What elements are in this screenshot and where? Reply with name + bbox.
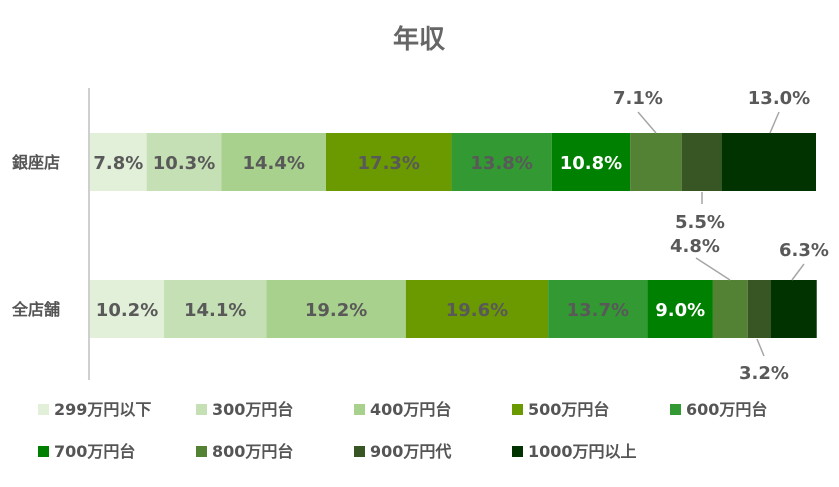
bar-segment	[164, 280, 267, 338]
bar-segment	[747, 280, 771, 338]
data-label: 7.1%	[613, 88, 663, 109]
bar-segment	[325, 133, 452, 191]
bar-segment	[630, 133, 682, 191]
bar-segment	[266, 280, 406, 338]
data-label: 5.5%	[675, 212, 725, 233]
leader-line	[769, 111, 780, 134]
data-label: 10.3%	[153, 153, 215, 174]
legend-swatch	[670, 404, 681, 415]
bar-segment	[712, 280, 748, 338]
category-label: 全店舗	[11, 300, 60, 319]
bar-segment	[90, 133, 147, 191]
data-label: 7.8%	[93, 153, 143, 174]
legend-swatch	[38, 404, 49, 415]
data-label: 14.1%	[184, 300, 246, 321]
bar-segment	[551, 133, 631, 191]
bar-segment	[405, 280, 549, 338]
bar-segment	[721, 133, 816, 191]
data-label: 13.0%	[748, 88, 810, 109]
legend-label: 900万円代	[370, 442, 451, 461]
leader-line	[756, 338, 765, 357]
bar-segment	[770, 280, 817, 338]
bar-segment	[90, 280, 165, 338]
bar-segment	[548, 280, 648, 338]
data-label: 13.7%	[567, 300, 629, 321]
category-label: 銀座店	[12, 153, 60, 172]
data-label: 9.0%	[655, 300, 705, 321]
legend-swatch	[354, 446, 365, 457]
bar-segment	[146, 133, 222, 191]
legend-label: 300万円台	[212, 400, 293, 419]
legend-swatch	[512, 446, 523, 457]
bar-segment	[221, 133, 326, 191]
data-label: 3.2%	[739, 363, 789, 384]
data-label: 14.4%	[242, 153, 304, 174]
legend-swatch	[354, 404, 365, 415]
bar-segment	[681, 133, 722, 191]
legend-swatch	[38, 446, 49, 457]
leader-line	[637, 111, 657, 134]
legend-swatch	[512, 404, 523, 415]
data-label: 4.8%	[670, 236, 720, 257]
legend-label: 299万円以下	[54, 400, 151, 419]
legend-label: 700万円台	[54, 442, 135, 461]
data-label: 17.3%	[358, 153, 420, 174]
legend-label: 400万円台	[370, 400, 451, 419]
legend-label: 800万円台	[212, 442, 293, 461]
legend-swatch	[196, 446, 207, 457]
chart-title: 年収	[393, 24, 446, 55]
legend-label: 500万円台	[528, 400, 609, 419]
data-label: 13.8%	[470, 153, 532, 174]
leader-line	[791, 263, 805, 281]
legend-label: 1000万円以上	[528, 442, 637, 461]
legend-label: 600万円台	[686, 400, 767, 419]
data-label: 10.8%	[560, 153, 622, 174]
data-label: 10.2%	[96, 300, 158, 321]
data-label: 19.6%	[446, 300, 508, 321]
bar-segment	[647, 280, 713, 338]
legend-swatch	[196, 404, 207, 415]
data-label: 19.2%	[305, 300, 367, 321]
data-label: 6.3%	[779, 240, 829, 261]
bar-segment	[451, 133, 552, 191]
leader-line	[695, 257, 731, 281]
